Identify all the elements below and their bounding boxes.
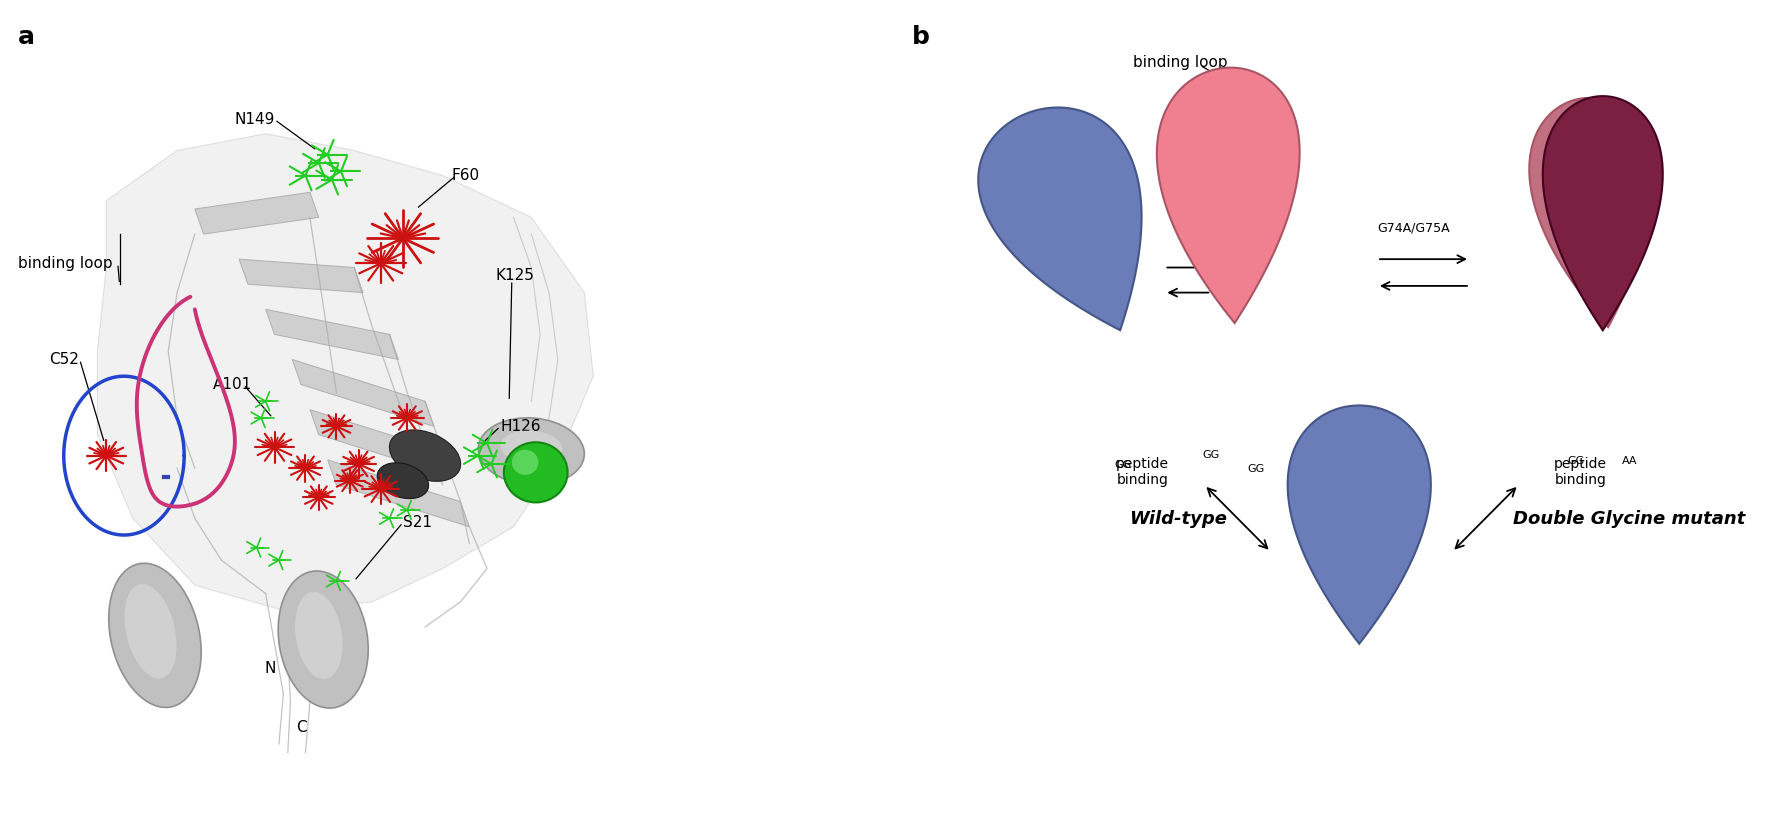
Text: F60: F60	[452, 168, 480, 183]
Text: a: a	[18, 25, 35, 49]
Text: GG: GG	[1567, 456, 1585, 466]
Text: binding loop: binding loop	[1133, 55, 1227, 70]
Text: Wild-type: Wild-type	[1128, 510, 1227, 528]
Text: G74A/G75A: G74A/G75A	[1378, 221, 1450, 234]
Text: AA: AA	[1622, 456, 1636, 466]
Text: S21: S21	[404, 515, 432, 530]
Text: GG: GG	[1247, 464, 1264, 474]
Text: binding loop: binding loop	[18, 256, 112, 271]
Text: K125: K125	[496, 268, 535, 283]
Ellipse shape	[124, 584, 177, 679]
Polygon shape	[1288, 405, 1431, 644]
Polygon shape	[1156, 68, 1300, 323]
Polygon shape	[978, 108, 1142, 330]
Ellipse shape	[377, 463, 429, 498]
Ellipse shape	[512, 450, 538, 475]
Ellipse shape	[503, 442, 567, 502]
Polygon shape	[239, 259, 363, 293]
Text: peptide
binding: peptide binding	[1555, 457, 1606, 487]
Polygon shape	[266, 309, 398, 359]
Text: GG: GG	[1114, 460, 1132, 470]
Polygon shape	[1530, 98, 1652, 327]
Text: b: b	[912, 25, 930, 49]
Ellipse shape	[296, 592, 342, 679]
Text: peptide
binding: peptide binding	[1116, 457, 1169, 487]
Text: Double Glycine mutant: Double Glycine mutant	[1512, 510, 1746, 528]
Text: N149: N149	[234, 112, 275, 127]
Polygon shape	[1543, 96, 1663, 330]
Ellipse shape	[478, 418, 584, 485]
Text: C52: C52	[50, 352, 78, 367]
Polygon shape	[195, 192, 319, 234]
Text: GG: GG	[1203, 450, 1220, 460]
Ellipse shape	[278, 571, 368, 708]
Polygon shape	[97, 134, 593, 610]
Ellipse shape	[390, 430, 460, 482]
Ellipse shape	[501, 431, 561, 464]
Polygon shape	[328, 460, 469, 527]
Text: A101: A101	[213, 377, 251, 392]
Text: H126: H126	[499, 419, 540, 434]
Polygon shape	[310, 410, 452, 477]
Ellipse shape	[108, 563, 202, 707]
Text: C: C	[296, 720, 306, 735]
Text: N: N	[264, 661, 276, 676]
Text: G135: G135	[398, 469, 439, 484]
Polygon shape	[292, 359, 434, 426]
